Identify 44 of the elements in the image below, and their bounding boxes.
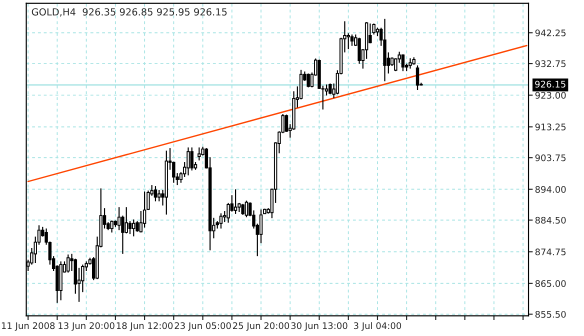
chart-title: GOLD,H4 926.35 926.85 925.95 926.15 <box>32 8 227 17</box>
y-tick-label: 923.00 <box>535 92 566 99</box>
x-tick-label: 25 Jun 20:00 <box>233 322 290 331</box>
y-tick-label: 942.25 <box>535 29 566 36</box>
y-tick-label: 932.75 <box>535 60 566 68</box>
y-tick-label: 865.00 <box>535 280 566 287</box>
candlestick <box>124 206 128 234</box>
candlestick <box>306 72 310 88</box>
candlestick <box>136 220 139 232</box>
candlestick <box>328 82 332 95</box>
candlestick <box>244 200 248 218</box>
candlestick <box>358 37 361 64</box>
x-tick-label: 30 Jun 13:00 <box>291 322 348 331</box>
x-tick-label: 18 Jun 12:00 <box>116 322 173 331</box>
candlestick <box>66 254 70 274</box>
x-tick-label: 23 Jun 05:00 <box>174 322 231 331</box>
candlestick <box>110 220 114 233</box>
candlestick <box>154 185 158 202</box>
candlestick <box>241 203 244 216</box>
y-tick-label: 874.75 <box>535 248 566 256</box>
candlestick <box>117 206 121 231</box>
candlestick <box>128 220 132 235</box>
y-tick-label: 894.00 <box>535 186 566 193</box>
y-tick-label: 884.50 <box>535 216 566 224</box>
candlestick <box>158 189 161 202</box>
x-tick-label: 3 Jul 04:00 <box>354 322 402 331</box>
candlestick <box>219 212 223 230</box>
y-tick-label: 903.75 <box>535 154 566 162</box>
x-tick-label: 13 Jun 20:00 <box>58 322 114 331</box>
candlestick <box>190 146 194 172</box>
candlestick <box>186 146 190 176</box>
ref-line-label: 926.15 <box>535 80 566 88</box>
candlestick <box>142 191 146 228</box>
candlestick <box>408 58 412 70</box>
candlestick <box>346 32 350 50</box>
y-tick-label: 913.25 <box>535 124 566 130</box>
candlestick <box>350 34 354 46</box>
x-tick-label: 11 Jun 2008 <box>2 322 55 331</box>
y-tick-label: 855.50 <box>535 310 566 318</box>
candlestick <box>401 54 405 72</box>
candlestick <box>234 188 238 215</box>
candlestick <box>416 64 420 91</box>
candlestick <box>132 218 136 237</box>
candlestick <box>198 146 201 161</box>
